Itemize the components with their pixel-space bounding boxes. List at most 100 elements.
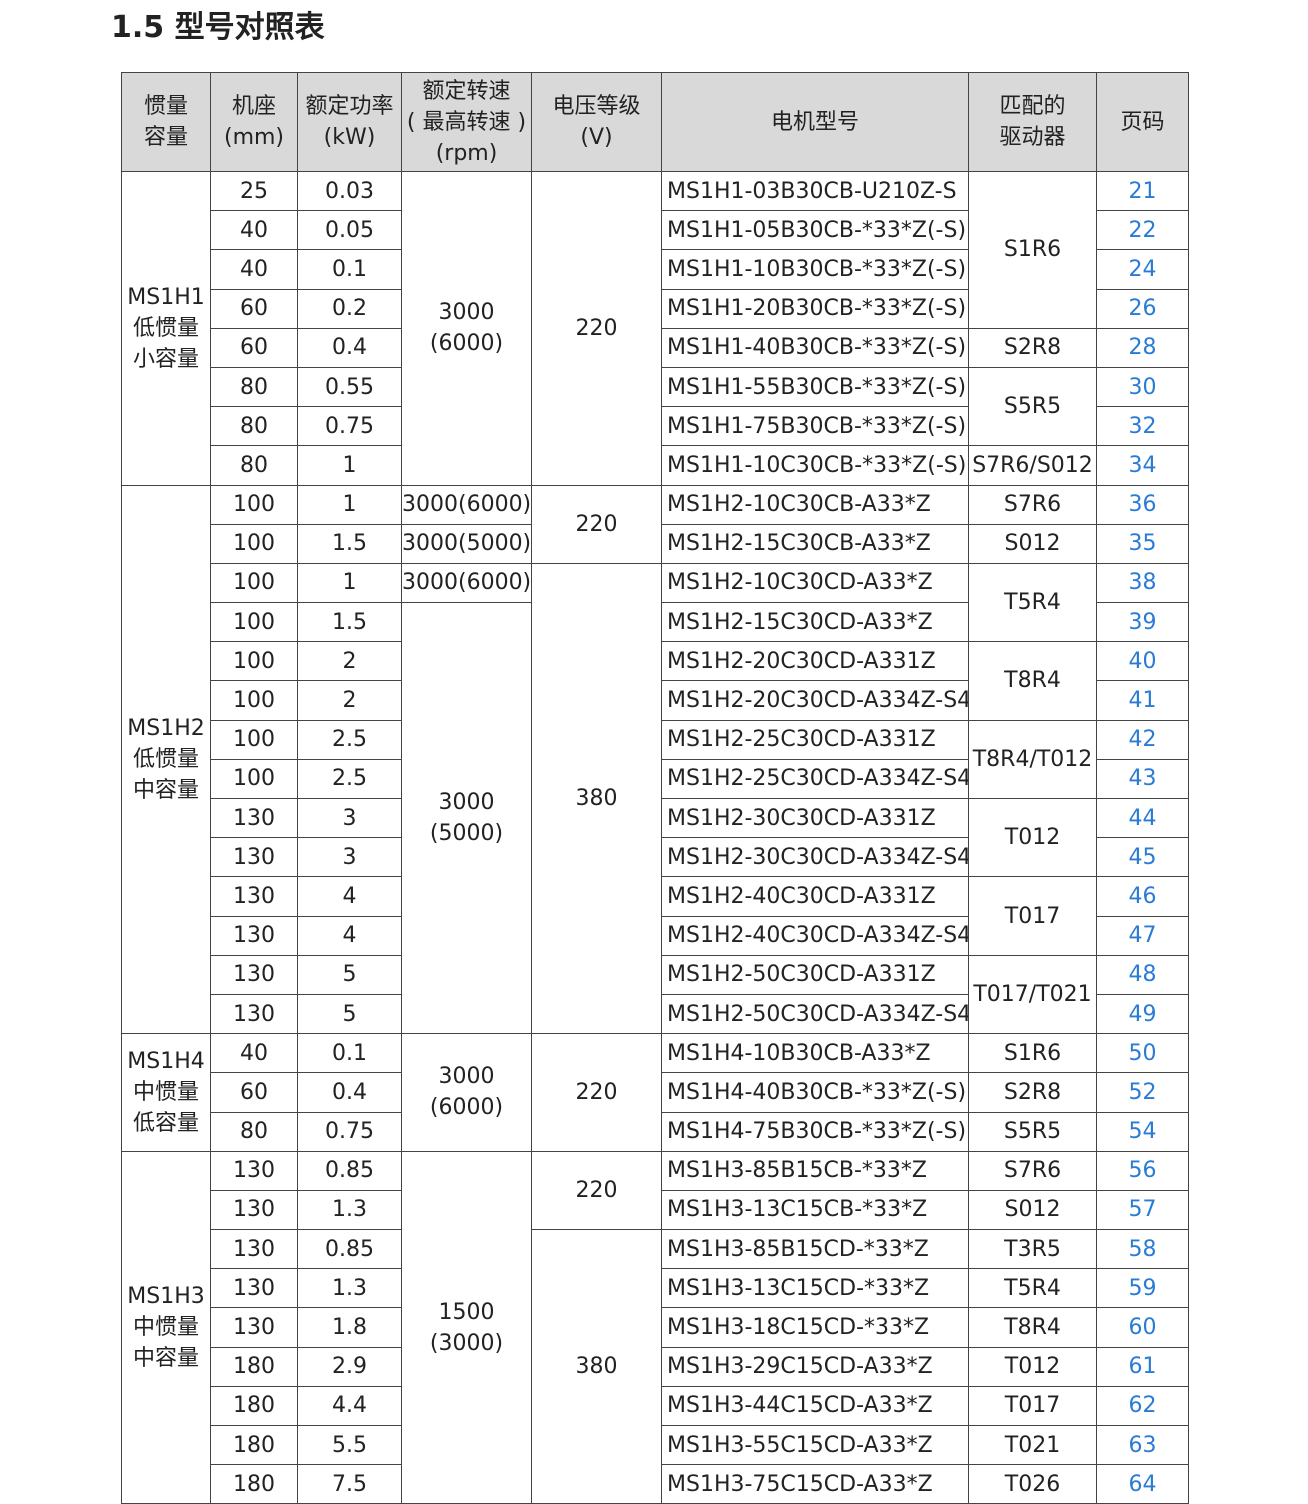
table-row: 100 1.5 3000(5000) MS1H2-15C30CB-A33*Z S012 3… xyxy=(122,523,1189,564)
power-cell: 0.03 xyxy=(297,170,402,212)
page-link[interactable]: 45 xyxy=(1128,844,1157,870)
page-link[interactable]: 59 xyxy=(1128,1275,1157,1301)
cell-text: 100 xyxy=(233,570,275,596)
page-cell: 62 xyxy=(1096,1385,1189,1427)
cell-text: MS1H2-10C30CB-A33*Z xyxy=(667,492,931,518)
cell-text: 0.85 xyxy=(325,1236,374,1262)
cell-text: 2 xyxy=(342,648,357,674)
cell-text: 220 xyxy=(575,1177,618,1203)
voltage-cell: 220 xyxy=(531,484,662,564)
page-link[interactable]: 56 xyxy=(1128,1158,1157,1184)
page-link[interactable]: 24 xyxy=(1128,256,1157,282)
page-link[interactable]: 43 xyxy=(1128,766,1157,792)
frame-cell: 130 xyxy=(210,1268,298,1309)
page-link[interactable]: 47 xyxy=(1128,923,1157,949)
cell-text: 4.4 xyxy=(332,1393,367,1419)
cell-text: 0.4 xyxy=(332,335,367,361)
driver-cell: T5R4 xyxy=(968,1268,1097,1309)
page-link[interactable]: 34 xyxy=(1128,452,1157,478)
page-link[interactable]: 40 xyxy=(1128,648,1157,674)
cell-text: 2 xyxy=(342,688,357,714)
cell-text: 1 xyxy=(342,452,357,478)
power-cell: 0.05 xyxy=(297,210,402,251)
model-cell: MS1H2-15C30CB-A33*Z xyxy=(661,523,969,564)
cell-text: 1 xyxy=(342,492,357,518)
power-cell: 0.85 xyxy=(297,1229,402,1270)
page-link[interactable]: 32 xyxy=(1128,413,1157,439)
page-link[interactable]: 30 xyxy=(1128,374,1157,400)
cell-text: 1.3 xyxy=(332,1197,367,1223)
page-link[interactable]: 52 xyxy=(1128,1079,1157,1105)
page-link[interactable]: 28 xyxy=(1128,335,1157,361)
driver-cell: S7R6/S012 xyxy=(968,445,1097,486)
page-link[interactable]: 58 xyxy=(1128,1236,1157,1262)
page-link[interactable]: 36 xyxy=(1128,492,1157,518)
table-row: 80 0.55 MS1H1-55B30CB-*33*Z(-S) S5R5 30 xyxy=(122,366,1189,447)
page-link[interactable]: 41 xyxy=(1128,688,1157,714)
page-cell: 59 xyxy=(1096,1268,1189,1309)
page-link[interactable]: 48 xyxy=(1128,962,1157,988)
page-cell: 38 xyxy=(1096,562,1189,604)
page-link[interactable]: 42 xyxy=(1128,727,1157,753)
cell-text: 100 xyxy=(233,688,275,714)
cell-text: 80 xyxy=(240,452,268,478)
power-cell: 7.5 xyxy=(297,1464,402,1504)
cell-line: 额定转速 xyxy=(422,78,511,104)
page-link[interactable]: 39 xyxy=(1128,609,1157,635)
page-link[interactable]: 62 xyxy=(1128,1393,1157,1419)
page-link[interactable]: 49 xyxy=(1128,1001,1157,1027)
model-cell: MS1H3-13C15CB-*33*Z xyxy=(661,1189,969,1231)
page-link[interactable]: 46 xyxy=(1128,883,1157,909)
page-link[interactable]: 63 xyxy=(1128,1432,1157,1458)
page-cell: 36 xyxy=(1096,484,1189,525)
cell-text: T017/T021 xyxy=(973,981,1092,1007)
voltage-cell: 380 xyxy=(531,562,662,1035)
cell-text: S2R8 xyxy=(1003,335,1062,361)
cell-text: S012 xyxy=(1004,531,1061,557)
page-link[interactable]: 38 xyxy=(1128,570,1157,596)
frame-cell: 40 xyxy=(210,1033,298,1074)
cell-line: 低惯量 xyxy=(132,746,199,772)
page-link[interactable]: 22 xyxy=(1128,217,1157,243)
page-cell: 54 xyxy=(1096,1111,1189,1152)
cell-line: 中惯量 xyxy=(132,1315,199,1341)
page-link[interactable]: 26 xyxy=(1128,296,1157,322)
table-row: 180 5.5 MS1H3-55C15CD-A33*Z T021 63 xyxy=(122,1424,1189,1466)
cell-text: 130 xyxy=(233,805,275,831)
cell-text: MS1H2-30C30CD-A331Z xyxy=(667,805,936,831)
page-link[interactable]: 21 xyxy=(1128,178,1157,204)
cell-text: MS1H1-55B30CB-*33*Z(-S) xyxy=(667,374,967,400)
model-cell: MS1H3-29C15CD-A33*Z xyxy=(661,1346,969,1387)
table-row: MS1H3 中惯量 中容量 130 0.85 1500 (3000) 220 MS1H3-85B… xyxy=(121,1150,1189,1504)
cell-text: 1.8 xyxy=(332,1315,367,1341)
page-link[interactable]: 50 xyxy=(1128,1040,1157,1066)
model-cell: MS1H2-40C30CD-A334Z-S4 xyxy=(661,915,969,956)
column-header: 页码 xyxy=(1096,72,1189,172)
cell-text: 100 xyxy=(233,609,275,635)
cell-text: 60 xyxy=(240,296,268,322)
cell-text: 80 xyxy=(240,1119,268,1145)
frame-cell: 130 xyxy=(210,876,298,917)
page-link[interactable]: 54 xyxy=(1128,1119,1157,1145)
cell-text: MS1H3-55C15CD-A33*Z xyxy=(667,1432,933,1458)
page-cell: 44 xyxy=(1096,797,1189,839)
cell-text: S5R5 xyxy=(1003,1119,1062,1145)
driver-cell: T017/T021 xyxy=(968,954,1097,1035)
page-link[interactable]: 64 xyxy=(1128,1471,1157,1497)
frame-cell: 180 xyxy=(210,1346,298,1387)
cell-text: 80 xyxy=(240,413,268,439)
cell-text: 60 xyxy=(240,335,268,361)
series-cell: MS1H3 中惯量 中容量 xyxy=(121,1150,211,1504)
page-link[interactable]: 57 xyxy=(1128,1197,1157,1223)
page-link[interactable]: 60 xyxy=(1128,1315,1157,1341)
cell-line: MS1H3 xyxy=(127,1284,205,1310)
page-link[interactable]: 61 xyxy=(1128,1354,1157,1380)
table-row: 180 4.4 MS1H3-44C15CD-A33*Z T017 62 xyxy=(122,1385,1189,1427)
cell-line: 3000 xyxy=(438,1064,495,1090)
cell-text: 1.5 xyxy=(332,609,367,635)
page-link[interactable]: 35 xyxy=(1128,531,1157,557)
page-link[interactable]: 44 xyxy=(1128,805,1157,831)
power-cell: 0.85 xyxy=(297,1150,402,1191)
